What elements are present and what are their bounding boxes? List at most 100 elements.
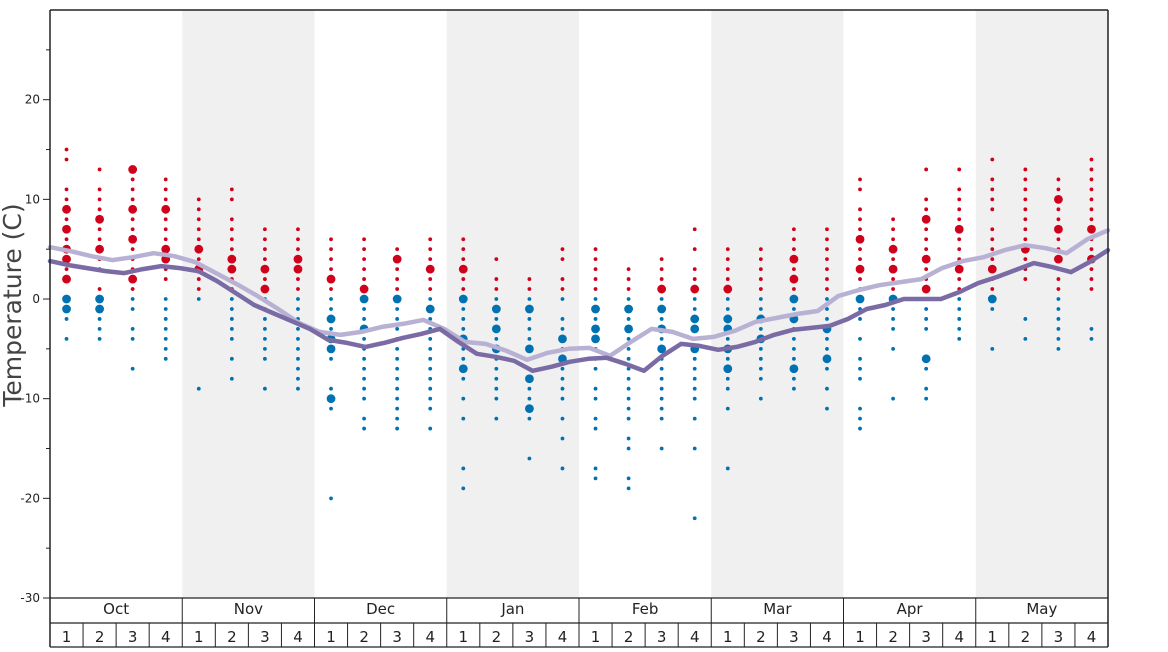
- data-point: [296, 376, 300, 381]
- data-point: [494, 416, 499, 421]
- data-point: [130, 177, 135, 182]
- data-point: [494, 366, 499, 371]
- data-point: [792, 346, 796, 351]
- data-point: [987, 294, 997, 304]
- data-point: [428, 277, 433, 281]
- data-point: [626, 317, 631, 321]
- data-point: [1089, 327, 1094, 331]
- data-point: [196, 287, 201, 291]
- data-point: [891, 396, 895, 401]
- data-point: [97, 197, 102, 202]
- data-point: [789, 294, 799, 304]
- data-point: [428, 247, 433, 252]
- data-point: [825, 307, 829, 311]
- data-point: [560, 366, 565, 371]
- month-band-may: [975, 10, 1108, 598]
- data-point: [527, 277, 532, 281]
- upper-trend-line: [47, 228, 1111, 363]
- data-point: [921, 284, 931, 294]
- data-point: [1089, 187, 1094, 192]
- data-point: [626, 366, 631, 371]
- data-point: [855, 294, 865, 304]
- data-point: [1054, 224, 1063, 234]
- data-point: [1023, 197, 1028, 202]
- data-point: [855, 264, 865, 274]
- data-point: [296, 277, 300, 281]
- data-point: [62, 254, 71, 264]
- data-point: [1023, 227, 1028, 232]
- data-point: [626, 277, 631, 281]
- data-point: [990, 346, 995, 351]
- data-point: [329, 237, 333, 242]
- data-point: [692, 307, 697, 311]
- data-point: [1056, 277, 1061, 281]
- data-point: [196, 237, 201, 242]
- data-point: [362, 257, 366, 262]
- data-point: [263, 346, 267, 351]
- data-point: [626, 396, 631, 401]
- data-point: [395, 356, 400, 361]
- data-point: [626, 436, 631, 441]
- data-point: [1056, 327, 1061, 331]
- data-point: [362, 267, 366, 272]
- data-point: [64, 197, 69, 202]
- data-point: [229, 376, 234, 381]
- data-point: [957, 307, 962, 311]
- data-point: [130, 307, 135, 311]
- data-point: [858, 247, 862, 252]
- data-point: [95, 244, 104, 254]
- data-point: [491, 304, 501, 314]
- data-point: [130, 327, 135, 331]
- data-point: [891, 277, 895, 281]
- data-point: [825, 257, 829, 262]
- data-point: [1054, 254, 1063, 264]
- data-point: [1089, 217, 1094, 222]
- data-point: [525, 344, 534, 354]
- data-point: [229, 217, 234, 222]
- data-point: [792, 356, 796, 361]
- data-point: [591, 304, 600, 314]
- data-point: [825, 277, 829, 281]
- data-point: [263, 227, 267, 232]
- data-point: [725, 297, 730, 301]
- data-point: [758, 356, 763, 361]
- data-point: [560, 327, 565, 331]
- data-point: [1056, 207, 1061, 212]
- data-point: [690, 314, 700, 324]
- plot-frame: [49, 9, 1109, 647]
- data-point: [296, 386, 300, 391]
- data-point: [326, 274, 336, 284]
- data-point: [395, 317, 400, 321]
- data-point: [891, 217, 895, 222]
- data-point: [855, 234, 865, 244]
- data-point: [924, 267, 929, 272]
- data-point: [163, 217, 168, 222]
- data-point: [1056, 307, 1061, 311]
- data-point: [525, 374, 534, 384]
- data-point: [593, 267, 598, 272]
- data-point: [593, 277, 598, 281]
- data-point: [957, 187, 962, 192]
- data-point: [130, 217, 135, 222]
- data-point: [263, 336, 267, 341]
- data-point: [921, 254, 931, 264]
- data-point: [990, 287, 995, 291]
- data-point: [64, 336, 69, 341]
- data-point: [725, 336, 730, 341]
- data-point: [362, 386, 366, 391]
- data-point: [461, 307, 466, 311]
- data-point: [1056, 336, 1061, 341]
- data-point: [329, 386, 333, 391]
- data-point: [527, 456, 532, 461]
- data-point: [97, 237, 102, 242]
- data-point: [461, 257, 466, 262]
- data-point: [560, 416, 565, 421]
- data-point: [1054, 194, 1063, 204]
- data-point: [692, 267, 697, 272]
- data-point: [161, 204, 171, 214]
- week-label: 4: [822, 628, 832, 646]
- data-point: [458, 264, 468, 274]
- data-point: [494, 277, 499, 281]
- data-point: [858, 406, 862, 411]
